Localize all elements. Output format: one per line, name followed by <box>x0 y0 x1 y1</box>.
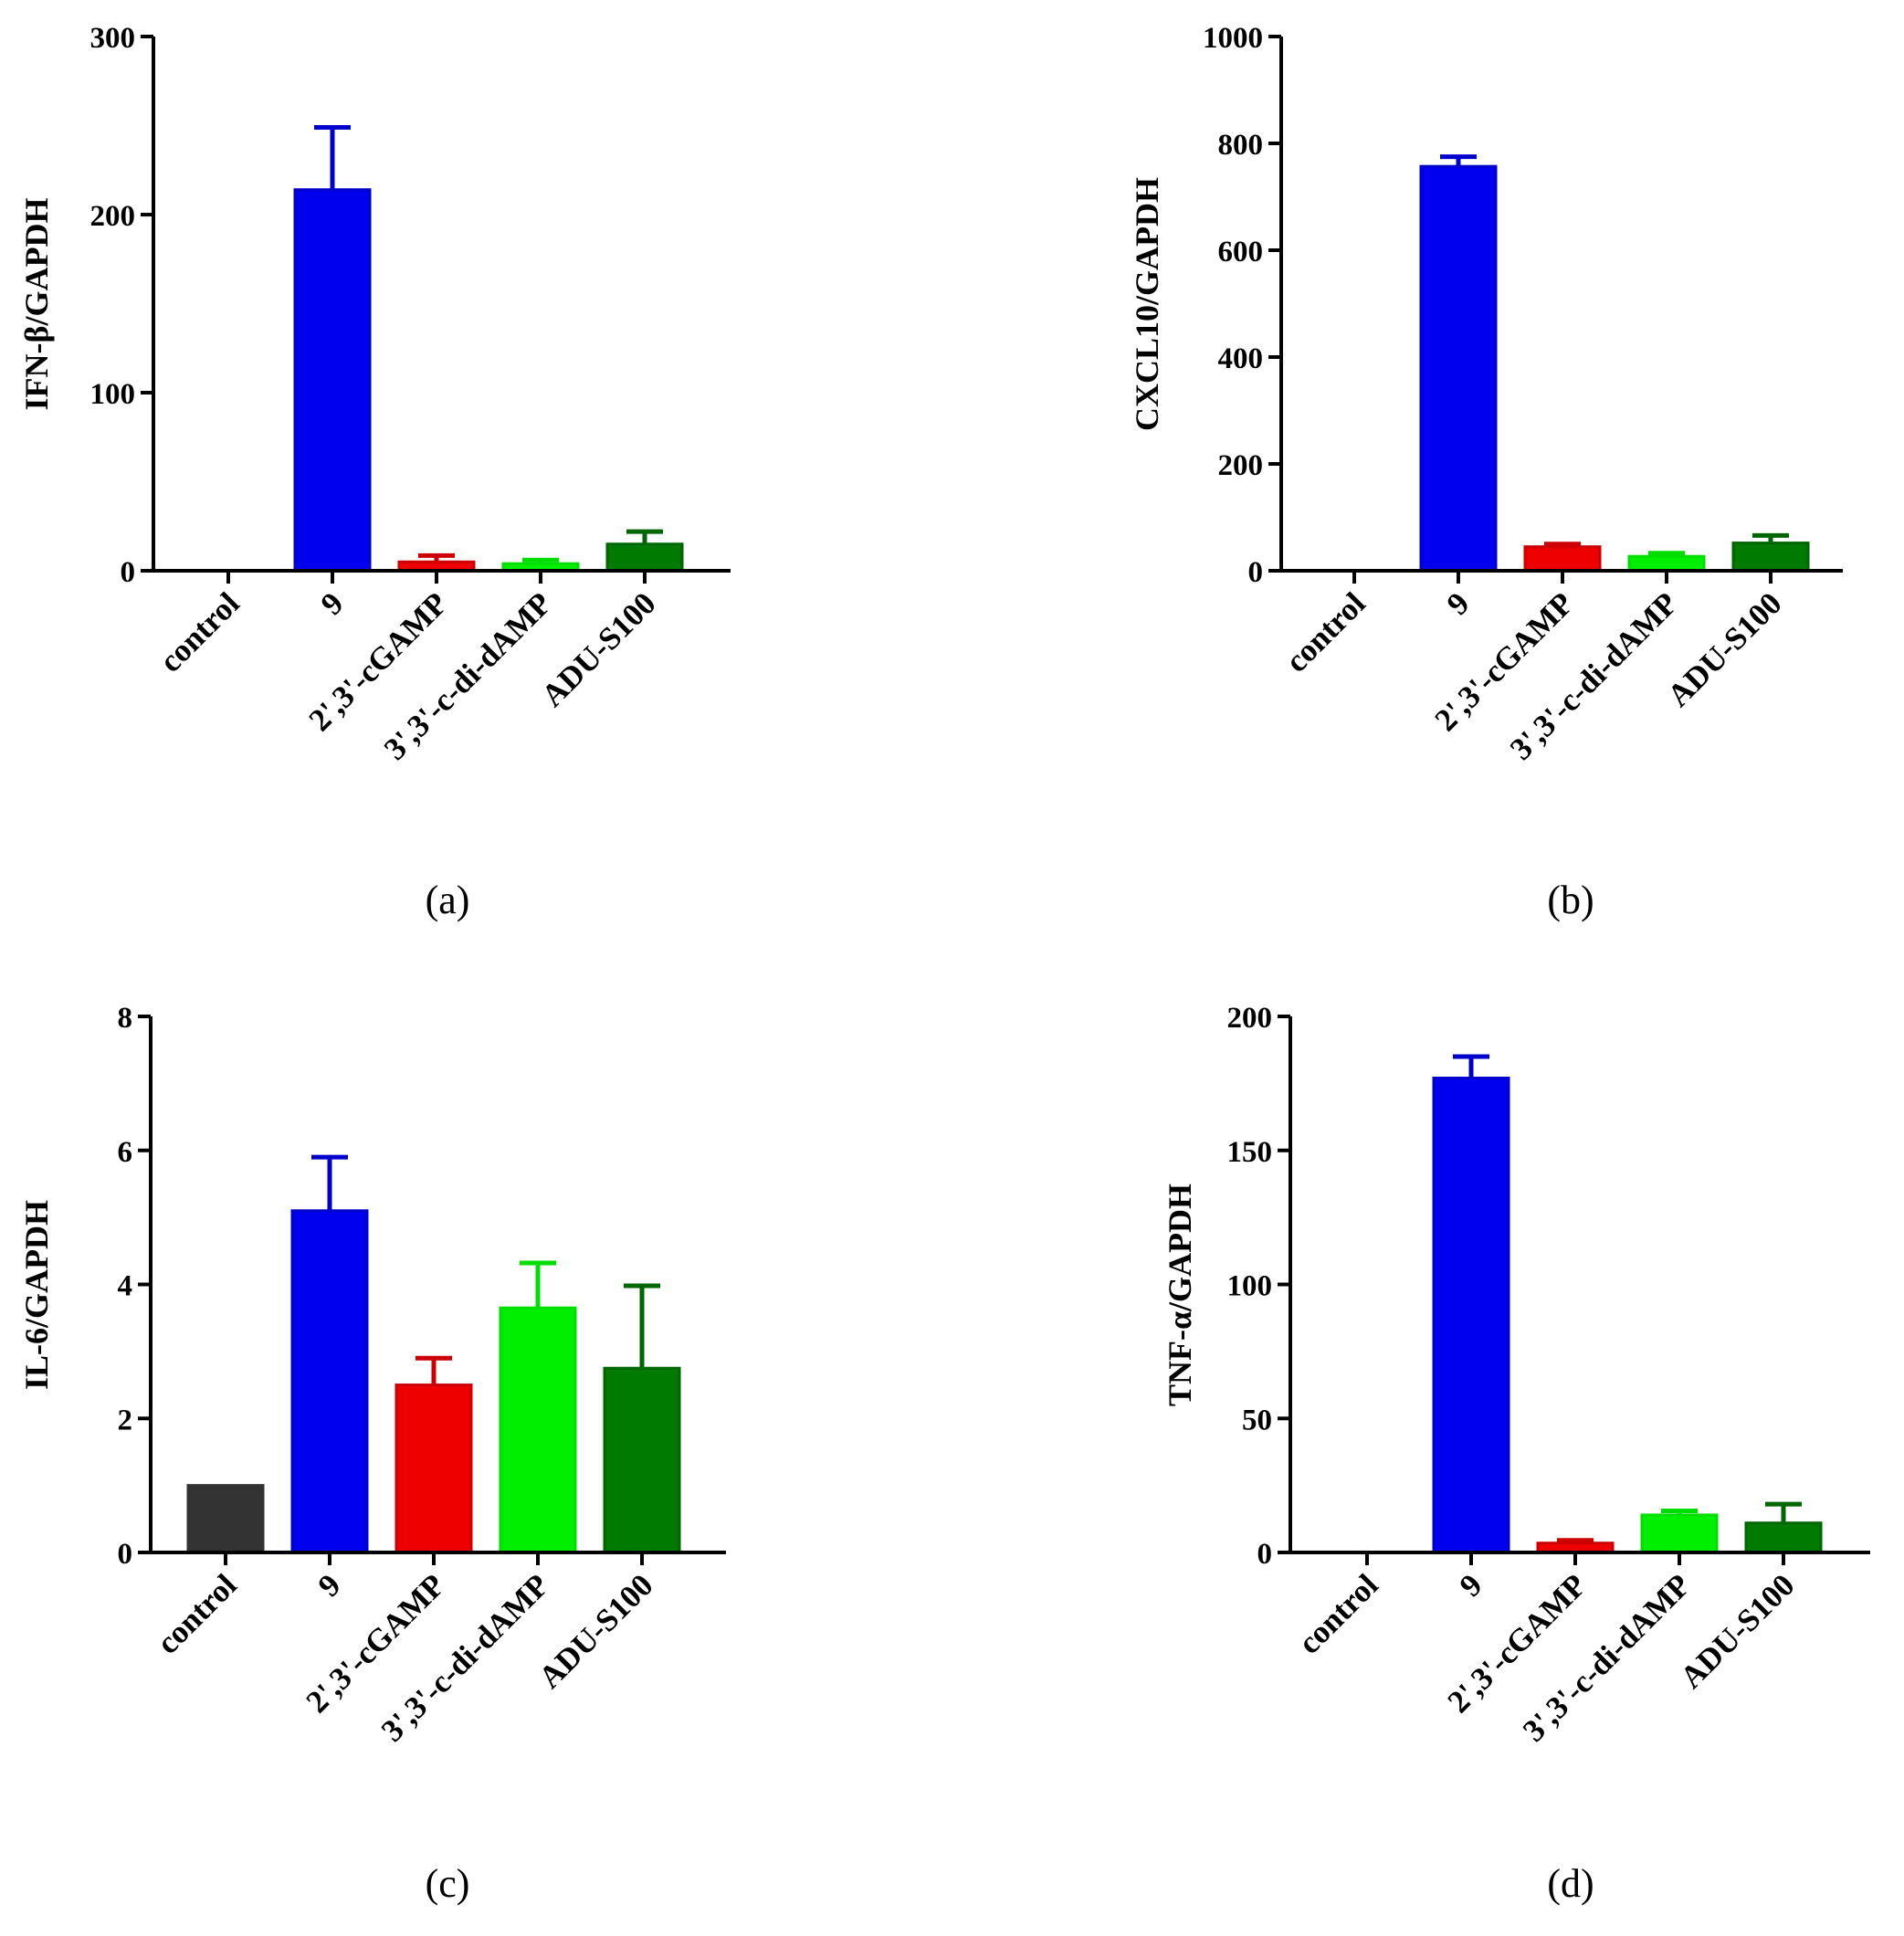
bar-5 <box>1744 1521 1823 1554</box>
y-tick-label: 400 <box>1218 342 1264 375</box>
bar-4 <box>1627 554 1706 573</box>
y-tick-label: 800 <box>1218 129 1264 162</box>
y-axis-title: IFN-β/GAPDH <box>18 198 55 411</box>
bar-2 <box>290 1209 369 1554</box>
y-axis-title: IL-6/GAPDH <box>18 1200 55 1390</box>
y-tick-label: 0 <box>121 556 136 589</box>
y-tick-label: 0 <box>118 1538 133 1571</box>
category-label: control <box>153 585 247 679</box>
y-tick-label: 200 <box>90 200 136 233</box>
bar-2 <box>293 188 372 573</box>
bar-3 <box>1523 545 1602 573</box>
category-label: ADU-S100 <box>534 585 662 713</box>
y-axis-title: CXCL10/GAPDH <box>1129 177 1165 431</box>
category-label: ADU-S100 <box>1673 1567 1801 1695</box>
y-tick-label: 8 <box>118 1002 133 1035</box>
category-label: 9 <box>1440 585 1477 622</box>
y-tick-label: 0 <box>1248 556 1264 589</box>
y-tick-label: 1000 <box>1203 22 1263 55</box>
bar-4 <box>499 1306 577 1554</box>
category-label: control <box>1278 585 1373 679</box>
y-tick-label: 200 <box>1218 449 1264 482</box>
bar-4 <box>1640 1513 1719 1554</box>
bar-5 <box>1731 542 1810 573</box>
y-tick-label: 300 <box>90 22 136 55</box>
y-tick-label: 50 <box>1242 1404 1272 1436</box>
y-tick-label: 6 <box>118 1136 133 1169</box>
bar-2 <box>1419 164 1498 573</box>
bar-2 <box>1432 1077 1510 1554</box>
bar-3 <box>394 1384 473 1554</box>
y-tick-label: 4 <box>118 1270 133 1303</box>
bar-5 <box>605 542 684 573</box>
y-tick-label: 100 <box>1227 1270 1273 1303</box>
category-label: ADU-S100 <box>531 1567 659 1695</box>
y-tick-label: 2 <box>118 1404 133 1436</box>
y-tick-label: 150 <box>1227 1136 1273 1169</box>
bar-5 <box>603 1366 681 1554</box>
y-tick-label: 0 <box>1257 1538 1273 1571</box>
category-label: control <box>150 1567 244 1661</box>
y-tick-label: 600 <box>1218 236 1264 268</box>
panel-label: (d) <box>1547 1861 1594 1906</box>
category-label: 9 <box>311 1567 348 1604</box>
panel-label: (c) <box>426 1861 470 1906</box>
y-axis-title: TNF-α/GAPDH <box>1162 1184 1198 1406</box>
y-tick-label: 100 <box>90 378 136 411</box>
panel-label: (a) <box>426 878 470 922</box>
category-label: control <box>1291 1567 1385 1661</box>
category-label: 9 <box>314 585 351 622</box>
y-tick-label: 200 <box>1227 1002 1273 1035</box>
bar-1 <box>186 1484 265 1554</box>
category-label: 9 <box>1453 1567 1489 1604</box>
panel-label: (b) <box>1547 878 1594 922</box>
category-label: ADU-S100 <box>1660 585 1788 713</box>
